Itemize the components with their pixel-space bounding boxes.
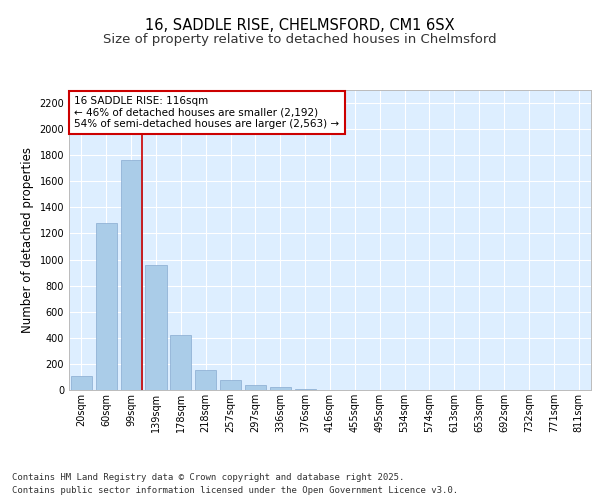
Y-axis label: Number of detached properties: Number of detached properties bbox=[21, 147, 34, 333]
Bar bbox=[71, 376, 92, 390]
Bar bbox=[145, 265, 167, 390]
Bar bbox=[195, 370, 216, 390]
Bar bbox=[96, 223, 117, 390]
Bar bbox=[270, 388, 291, 390]
Text: 16 SADDLE RISE: 116sqm
← 46% of detached houses are smaller (2,192)
54% of semi-: 16 SADDLE RISE: 116sqm ← 46% of detached… bbox=[74, 96, 340, 129]
Bar bbox=[121, 160, 142, 390]
Bar bbox=[170, 335, 191, 390]
Bar bbox=[245, 385, 266, 390]
Text: Contains public sector information licensed under the Open Government Licence v3: Contains public sector information licen… bbox=[12, 486, 458, 495]
Text: Size of property relative to detached houses in Chelmsford: Size of property relative to detached ho… bbox=[103, 32, 497, 46]
Text: 16, SADDLE RISE, CHELMSFORD, CM1 6SX: 16, SADDLE RISE, CHELMSFORD, CM1 6SX bbox=[145, 18, 455, 32]
Text: Contains HM Land Registry data © Crown copyright and database right 2025.: Contains HM Land Registry data © Crown c… bbox=[12, 474, 404, 482]
Bar bbox=[220, 380, 241, 390]
